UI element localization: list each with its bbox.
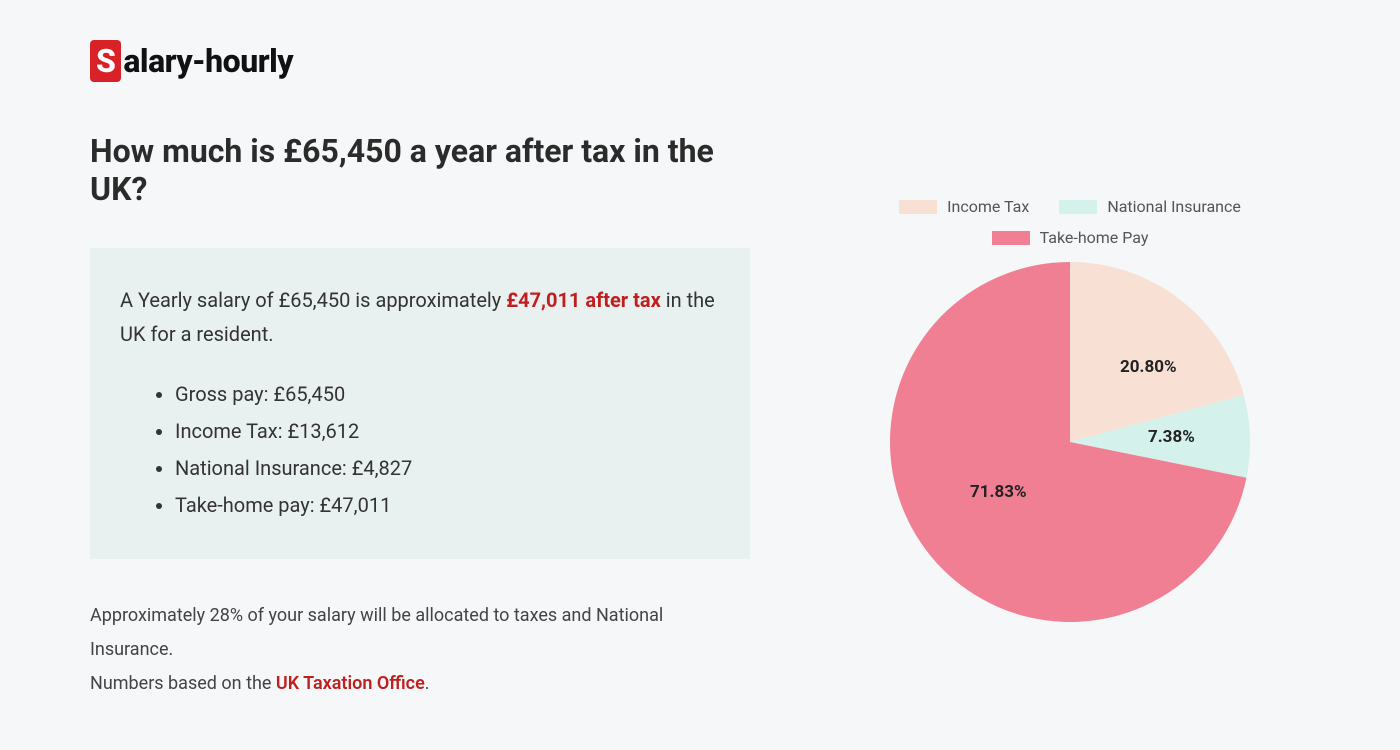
summary-list: Gross pay: £65,450 Income Tax: £13,612 N…	[120, 376, 720, 524]
list-item: National Insurance: £4,827	[175, 450, 720, 487]
taxation-office-link[interactable]: UK Taxation Office	[276, 673, 425, 694]
swatch	[1059, 200, 1097, 214]
swatch	[992, 231, 1030, 245]
footnote-line2-suffix: .	[425, 673, 430, 694]
legend-item-national-insurance: National Insurance	[1059, 197, 1241, 216]
summary-box: A Yearly salary of £65,450 is approximat…	[90, 248, 750, 559]
legend-label: National Insurance	[1107, 197, 1241, 216]
pie-label-take-home: 71.83%	[970, 482, 1027, 502]
site-logo: Salary-hourly	[90, 40, 1310, 82]
footnote-line1: Approximately 28% of your salary will be…	[90, 605, 663, 660]
logo-text: alary-hourly	[123, 42, 293, 80]
legend-item-income-tax: Income Tax	[899, 197, 1029, 216]
right-column: Income Tax National Insurance Take-home …	[830, 132, 1310, 702]
legend-label: Take-home Pay	[1040, 228, 1149, 247]
pie-label-income-tax: 20.80%	[1120, 357, 1177, 377]
legend-label: Income Tax	[947, 197, 1029, 216]
list-item: Income Tax: £13,612	[175, 413, 720, 450]
list-item: Take-home pay: £47,011	[175, 487, 720, 524]
main-content: How much is £65,450 a year after tax in …	[90, 132, 1310, 702]
pie-label-national-insurance: 7.38%	[1148, 427, 1195, 447]
logo-badge: S	[90, 40, 121, 82]
pie-chart: 20.80% 7.38% 71.83%	[890, 262, 1250, 622]
swatch	[899, 200, 937, 214]
page-title: How much is £65,450 a year after tax in …	[90, 132, 750, 208]
footnote-line2-prefix: Numbers based on the	[90, 673, 276, 694]
list-item: Gross pay: £65,450	[175, 376, 720, 413]
summary-prefix: A Yearly salary of £65,450 is approximat…	[120, 288, 506, 312]
summary-paragraph: A Yearly salary of £65,450 is approximat…	[120, 283, 720, 351]
chart-legend: Income Tax National Insurance Take-home …	[870, 197, 1270, 247]
left-column: How much is £65,450 a year after tax in …	[90, 132, 750, 702]
footnote: Approximately 28% of your salary will be…	[90, 599, 750, 702]
legend-item-take-home: Take-home Pay	[992, 228, 1149, 247]
summary-highlight: £47,011 after tax	[506, 288, 661, 312]
pie-svg	[890, 262, 1250, 622]
